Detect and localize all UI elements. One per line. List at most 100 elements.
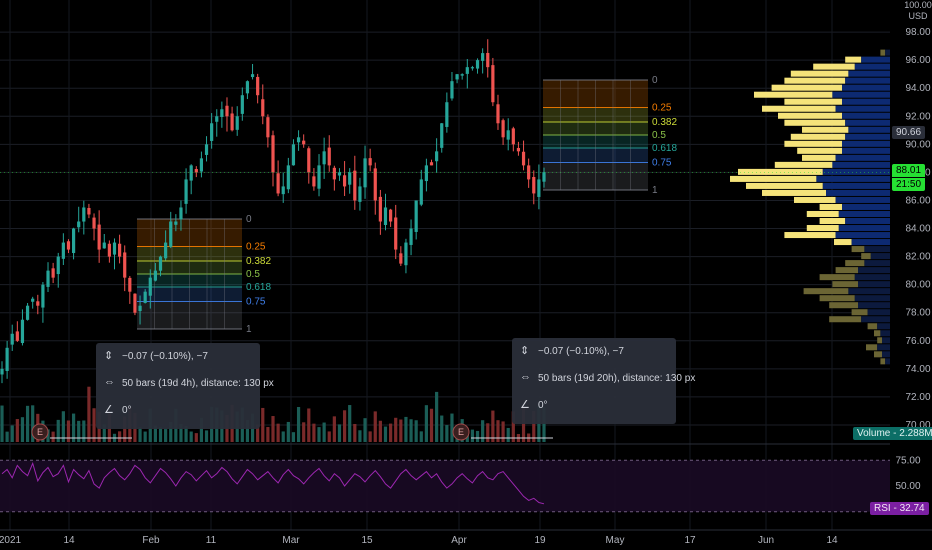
candle-body — [204, 144, 209, 155]
price-tick-label: 86.00 — [905, 195, 930, 206]
volume-bar — [363, 418, 367, 442]
volume-bar — [506, 427, 510, 442]
rsi-dash: - — [893, 503, 897, 514]
profile-bar-up — [842, 84, 890, 91]
fib-label: 0.382 — [246, 256, 271, 267]
candle-body — [143, 291, 147, 303]
volume-bar — [169, 421, 173, 442]
profile-bar-up — [822, 182, 890, 189]
volume-bar — [138, 427, 142, 442]
candle-body — [235, 116, 239, 130]
fib-label: 0.25 — [246, 242, 266, 253]
candle-body — [332, 167, 336, 180]
candle-body — [435, 151, 439, 162]
profile-bar-up — [835, 105, 890, 112]
candle-body — [389, 209, 393, 222]
profile-bar-down — [819, 274, 855, 281]
volume-bar — [404, 416, 408, 442]
candle-body — [353, 170, 357, 201]
profile-bar-up — [877, 344, 890, 351]
candle-body — [261, 99, 265, 117]
candle-body — [542, 172, 546, 182]
candle-body — [240, 95, 244, 114]
profile-bar-up — [842, 98, 890, 105]
time-tick-label: 19 — [534, 535, 546, 546]
rsi-level-label: 75.00 — [895, 455, 920, 466]
candle-body — [245, 81, 250, 94]
profile-bar-down — [832, 281, 858, 288]
profile-bar-up — [848, 288, 890, 295]
profile-bar-down — [845, 260, 865, 267]
candle-body — [199, 158, 204, 172]
profile-bar-down — [880, 358, 886, 365]
profile-bar-down — [861, 253, 871, 260]
candle-body — [373, 168, 377, 201]
candle-body — [77, 221, 81, 228]
volume-bar — [496, 420, 500, 442]
candle-body — [82, 207, 86, 222]
vertical-range-icon: ⇕ — [520, 345, 530, 357]
profile-bar-down — [867, 323, 878, 330]
profile-bar-down — [762, 105, 836, 112]
fib-label: 1 — [246, 324, 252, 335]
profile-bar-up — [854, 295, 890, 302]
volume-bar — [440, 415, 444, 442]
time-tick-label: Feb — [142, 535, 160, 546]
candle-body — [158, 256, 163, 271]
candle-body — [266, 117, 270, 138]
profile-bar-up — [861, 316, 890, 323]
profile-bar-up — [835, 196, 890, 203]
candle-body — [31, 298, 35, 302]
candle-body — [358, 186, 362, 202]
profile-bar-down — [819, 295, 855, 302]
profile-bar-down — [819, 218, 846, 225]
volume-bar — [184, 425, 188, 442]
profile-bar-down — [851, 246, 865, 253]
volume-bar — [261, 407, 265, 442]
volume-bar — [296, 406, 301, 442]
candle-body — [250, 74, 255, 78]
fib-zone — [137, 274, 242, 287]
candle-body — [440, 123, 444, 148]
candle-body — [133, 293, 137, 313]
candle-body — [501, 120, 505, 138]
volume-bar — [25, 405, 30, 442]
profile-bar-down — [877, 337, 882, 344]
volume-value: 2.288M — [899, 428, 932, 439]
candle-body — [491, 65, 495, 103]
profile-bar-up — [842, 147, 890, 154]
currency-label: USD — [908, 11, 928, 21]
profile-bar-down — [874, 351, 882, 358]
candle-body — [102, 242, 106, 249]
measure-tooltip-2: ⇕ −0.07 (−0.10%), −7 ⇔ 50 bars (19d 20h)… — [512, 338, 695, 424]
volume-bar — [271, 416, 275, 442]
profile-bar-down — [834, 239, 852, 246]
profile-bar-up — [854, 63, 890, 70]
profile-bar-up — [882, 337, 890, 344]
fib-label: 0.382 — [652, 117, 677, 128]
last-price-label: 88.01 — [892, 164, 926, 177]
rsi-line — [1, 461, 545, 505]
volume-bar — [302, 422, 306, 442]
volume-bar — [342, 410, 347, 442]
profile-bar-down — [866, 344, 878, 351]
price-tick-label: 84.00 — [905, 224, 930, 235]
angle-icon: ∠ — [104, 404, 114, 416]
fib-label: 0 — [652, 75, 658, 86]
price-tick-label: 72.00 — [905, 392, 930, 403]
price-tick-label: 96.00 — [905, 55, 930, 66]
volume-bar — [102, 424, 106, 442]
profile-bar-up — [822, 168, 890, 175]
volume-bar — [475, 430, 480, 442]
volume-bar — [394, 417, 398, 442]
volume-bar — [245, 419, 250, 442]
profile-bar-down — [771, 84, 842, 91]
countdown-label: 21:50 — [892, 178, 926, 191]
volume-bar — [414, 420, 418, 442]
candle-body — [399, 253, 403, 264]
volume-bar — [286, 421, 290, 442]
volume-bar — [15, 419, 19, 442]
price-tick-label: 74.00 — [905, 364, 930, 375]
volume-bar — [450, 413, 454, 442]
